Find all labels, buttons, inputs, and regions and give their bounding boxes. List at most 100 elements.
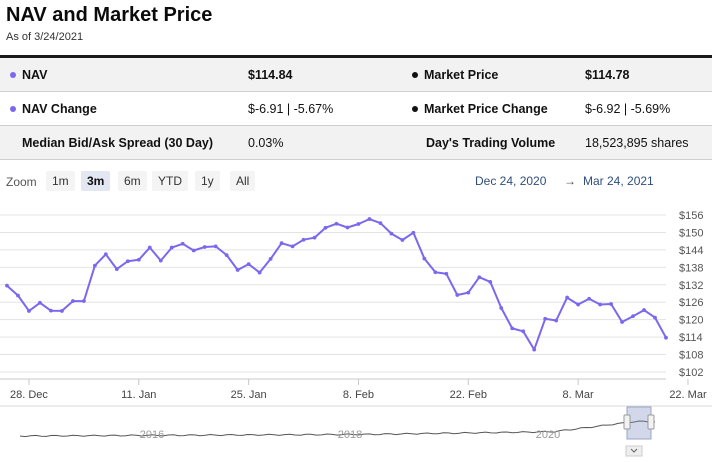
range-to-date[interactable]: Mar 24, 2021 xyxy=(583,174,654,188)
nav-data-point xyxy=(301,237,306,242)
zoom-label: Zoom xyxy=(6,175,37,189)
y-tick-label: $108 xyxy=(679,350,703,362)
nav-data-point xyxy=(477,275,482,280)
x-tick-label: 22. Mar xyxy=(669,389,707,401)
nav-data-point xyxy=(279,241,284,246)
market-price-change-value: $-6.92 | -5.69% xyxy=(585,102,671,116)
spread-value: 0.03% xyxy=(248,136,284,150)
nav-data-point xyxy=(27,309,31,313)
nav-line-chart: $156 $150 $144 $138 $132 $126 $120 $114 $108 $102… xyxy=(0,210,712,457)
nav-data-point xyxy=(16,293,20,298)
y-axis-tick-labels: $156 $150 $144 $138 $132 $126 $120 $114 $108 $102 xyxy=(679,210,703,379)
nav-data-point xyxy=(664,335,668,340)
nav-data-point xyxy=(103,252,108,257)
nav-data-point xyxy=(400,238,405,242)
nav-data-point xyxy=(158,258,163,263)
nav-data-point xyxy=(81,299,86,303)
nav-data-point xyxy=(411,230,416,235)
nav-change-label: NAV Change xyxy=(10,92,97,126)
y-tick-label: $102 xyxy=(679,367,703,379)
nav-data-point xyxy=(334,221,339,226)
nav-data-point xyxy=(38,300,42,305)
nav-data-point xyxy=(565,295,570,300)
scroll-arrow-icon xyxy=(630,448,638,453)
nav-data-point xyxy=(71,299,75,303)
y-tick-label: $150 xyxy=(679,227,703,239)
zoom-button-3m[interactable]: 3m xyxy=(81,171,111,191)
nav-data-point xyxy=(631,314,635,319)
nav-change-value: $-6.91 | -5.67% xyxy=(248,102,334,116)
navigator-handle-icon[interactable] xyxy=(623,414,631,430)
stats-row-change: NAV Change $-6.91 | -5.67% Market Price … xyxy=(0,92,712,126)
navigator-line xyxy=(19,420,656,438)
nav-data-point xyxy=(378,221,383,226)
nav-series xyxy=(5,217,668,352)
nav-data-point xyxy=(444,271,449,276)
zoom-toolbar: Zoom 1m 3m 6m YTD 1y All Dec 24, 2020 → … xyxy=(0,170,712,192)
x-tick-label: 8. Mar xyxy=(563,389,595,401)
range-arrow-icon: → xyxy=(564,174,576,188)
nav-data-point xyxy=(92,263,97,268)
nav-data-point xyxy=(356,222,361,226)
nav-data-point xyxy=(345,225,350,230)
nav-data-point xyxy=(576,302,581,307)
nav-data-point xyxy=(125,259,130,264)
nav-data-point xyxy=(169,245,174,250)
nav-data-point xyxy=(5,283,9,288)
nav-legend-dot-icon xyxy=(10,71,16,78)
market-price-change-legend-dot-icon xyxy=(412,105,418,112)
navigator-handle-icon[interactable] xyxy=(647,414,655,430)
nav-data-point xyxy=(609,302,613,306)
x-axis-ticks: 28. Dec 11. Jan 25. Jan 8. Feb 22. Feb 8. Mar… xyxy=(10,379,707,401)
x-tick-label: 28. Dec xyxy=(10,389,48,401)
nav-data-point xyxy=(499,306,504,310)
nav-data-point xyxy=(532,347,537,352)
y-tick-label: $120 xyxy=(679,315,703,327)
navigator-background xyxy=(6,405,657,447)
y-tick-label: $114 xyxy=(679,332,703,344)
nav-data-point xyxy=(114,267,119,271)
y-tick-label: $138 xyxy=(679,262,703,274)
nav-data-point xyxy=(455,293,460,297)
range-from-date[interactable]: Dec 24, 2020 xyxy=(475,174,547,188)
nav-data-point xyxy=(323,225,328,230)
nav-data-point xyxy=(367,217,372,221)
nav-label: NAV xyxy=(10,58,47,92)
navigator-scroll-button[interactable] xyxy=(625,445,643,457)
market-price-value: $114.78 xyxy=(585,68,630,82)
nav-data-point xyxy=(235,268,240,272)
y-tick-label: $126 xyxy=(679,297,703,309)
zoom-button-6m[interactable]: 6m xyxy=(118,171,147,191)
nav-data-point xyxy=(653,315,657,320)
y-tick-label: $132 xyxy=(679,280,703,292)
nav-data-point xyxy=(543,316,548,321)
x-tick-label: 25. Jan xyxy=(231,389,267,401)
nav-data-point xyxy=(488,279,493,284)
nav-data-point xyxy=(510,326,515,331)
zoom-button-ytd[interactable]: YTD xyxy=(152,171,188,191)
market-price-label: Market Price xyxy=(412,58,498,92)
stats-table: NAV $114.84 Market Price $114.78 NAV Cha… xyxy=(0,55,712,160)
zoom-button-all[interactable]: All xyxy=(230,171,256,191)
market-price-legend-dot-icon xyxy=(412,71,418,78)
navigator-x-label: 2020 xyxy=(536,429,560,441)
nav-data-point xyxy=(389,231,394,236)
nav-change-legend-dot-icon xyxy=(10,105,16,112)
market-price-change-label: Market Price Change xyxy=(412,92,548,126)
navigator[interactable]: 2016 2018 2020 xyxy=(0,405,712,457)
nav-data-point xyxy=(49,308,53,313)
navigator-x-label: 2018 xyxy=(338,429,362,441)
as-of-date: As of 3/24/2021 xyxy=(6,31,84,43)
x-tick-label: 8. Feb xyxy=(343,389,374,401)
nav-data-point xyxy=(312,235,317,240)
y-tick-label: $144 xyxy=(679,245,703,257)
spread-label: Median Bid/Ask Spread (30 Day) xyxy=(22,136,214,150)
nav-data-point xyxy=(136,257,141,262)
zoom-button-1y[interactable]: 1y xyxy=(195,171,220,191)
navigator-selection[interactable] xyxy=(626,406,652,440)
y-tick-label: $156 xyxy=(679,210,703,222)
stats-row-price: NAV $114.84 Market Price $114.78 xyxy=(0,58,712,92)
nav-value: $114.84 xyxy=(248,68,293,82)
nav-data-point xyxy=(620,320,624,324)
zoom-button-1m[interactable]: 1m xyxy=(46,171,75,191)
